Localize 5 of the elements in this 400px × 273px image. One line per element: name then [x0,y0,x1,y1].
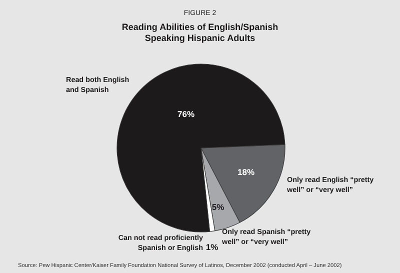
data-label: 1% [206,242,219,252]
chart-title: Reading Abilities of English/Spanish Speaking Hispanic Adults [122,22,278,43]
data-label: 18% [237,167,255,177]
data-label: 5% [212,202,225,212]
data-label: 76% [177,109,195,119]
